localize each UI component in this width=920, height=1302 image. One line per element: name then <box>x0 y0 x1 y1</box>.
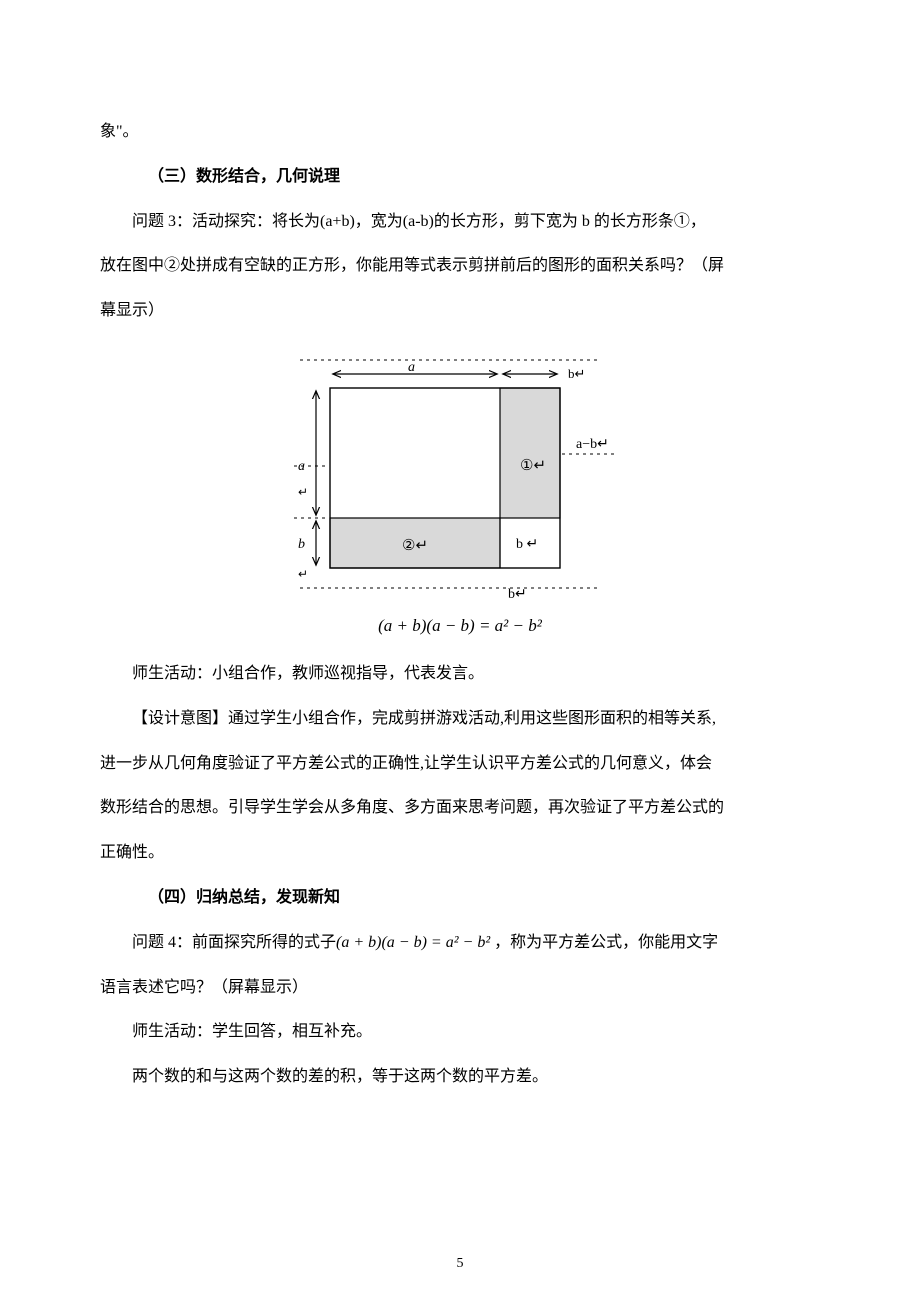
lbl-b-bottom: b↵ <box>508 587 527 602</box>
heading-3: （三）数形结合，几何说理 <box>100 155 820 200</box>
q4-post: ，称为平方差公式，你能用文字 <box>490 934 718 951</box>
heading-4: （四）归纳总结，发现新知 <box>100 876 820 921</box>
intent-a: 【设计意图】通过学生小组合作，完成剪拼游戏活动,利用这些图形面积的相等关系, <box>100 697 820 742</box>
lbl-ret-1: ↵ <box>298 485 308 499</box>
lbl-circle-2: ②↵ <box>402 538 428 554</box>
lbl-b-inner: b ↵ <box>516 537 538 552</box>
center-equation: (a + b)(a − b) = a² − b² <box>100 616 820 636</box>
q4-pre: 问题 4：前面探究所得的式子 <box>132 934 336 951</box>
q4-line-b: 语言表述它吗？（屏幕显示） <box>100 966 820 1011</box>
activity-2: 师生活动：学生回答，相互补充。 <box>100 1010 820 1055</box>
diagram-container: a b↵ a ↵ b ↵ a−b↵ ①↵ ②↵ b ↵ b↵ <box>100 338 820 608</box>
lbl-a-left: a <box>298 459 305 474</box>
page-number: 5 <box>0 1256 920 1272</box>
q3-line-c: 幕显示） <box>100 289 820 334</box>
page: 象"。 （三）数形结合，几何说理 问题 3：活动探究：将长为(a+b)，宽为(a… <box>0 0 920 1302</box>
activity-1: 师生活动：小组合作，教师巡视指导，代表发言。 <box>100 652 820 697</box>
piece-1-rect <box>500 388 560 518</box>
lbl-circle-1: ①↵ <box>520 458 546 474</box>
lbl-b-left: b <box>298 537 305 552</box>
q3-line-a: 问题 3：活动探究：将长为(a+b)，宽为(a-b)的长方形，剪下宽为 b 的长… <box>100 200 820 245</box>
intent-b: 进一步从几何角度验证了平方差公式的正确性,让学生认识平方差公式的几何意义，体会 <box>100 742 820 787</box>
statement: 两个数的和与这两个数的差的积，等于这两个数的平方差。 <box>100 1055 820 1100</box>
fragment-prev: 象"。 <box>100 110 820 155</box>
q4-line-a: 问题 4：前面探究所得的式子(a + b)(a − b) = a² − b² ，… <box>100 921 820 966</box>
intent-d: 正确性。 <box>100 831 820 876</box>
lbl-a-minus-b: a−b↵ <box>576 437 609 452</box>
geometric-diagram: a b↵ a ↵ b ↵ a−b↵ ①↵ ②↵ b ↵ b↵ <box>280 338 640 608</box>
q4-math: (a + b)(a − b) = a² − b² <box>336 934 490 951</box>
lbl-a-top: a <box>408 360 415 375</box>
intent-c: 数形结合的思想。引导学生学会从多角度、多方面来思考问题，再次验证了平方差公式的 <box>100 786 820 831</box>
q3-line-b: 放在图中②处拼成有空缺的正方形，你能用等式表示剪拼前后的图形的面积关系吗？（屏 <box>100 244 820 289</box>
lbl-ret-2: ↵ <box>298 567 308 581</box>
lbl-b-top: b↵ <box>568 366 585 381</box>
